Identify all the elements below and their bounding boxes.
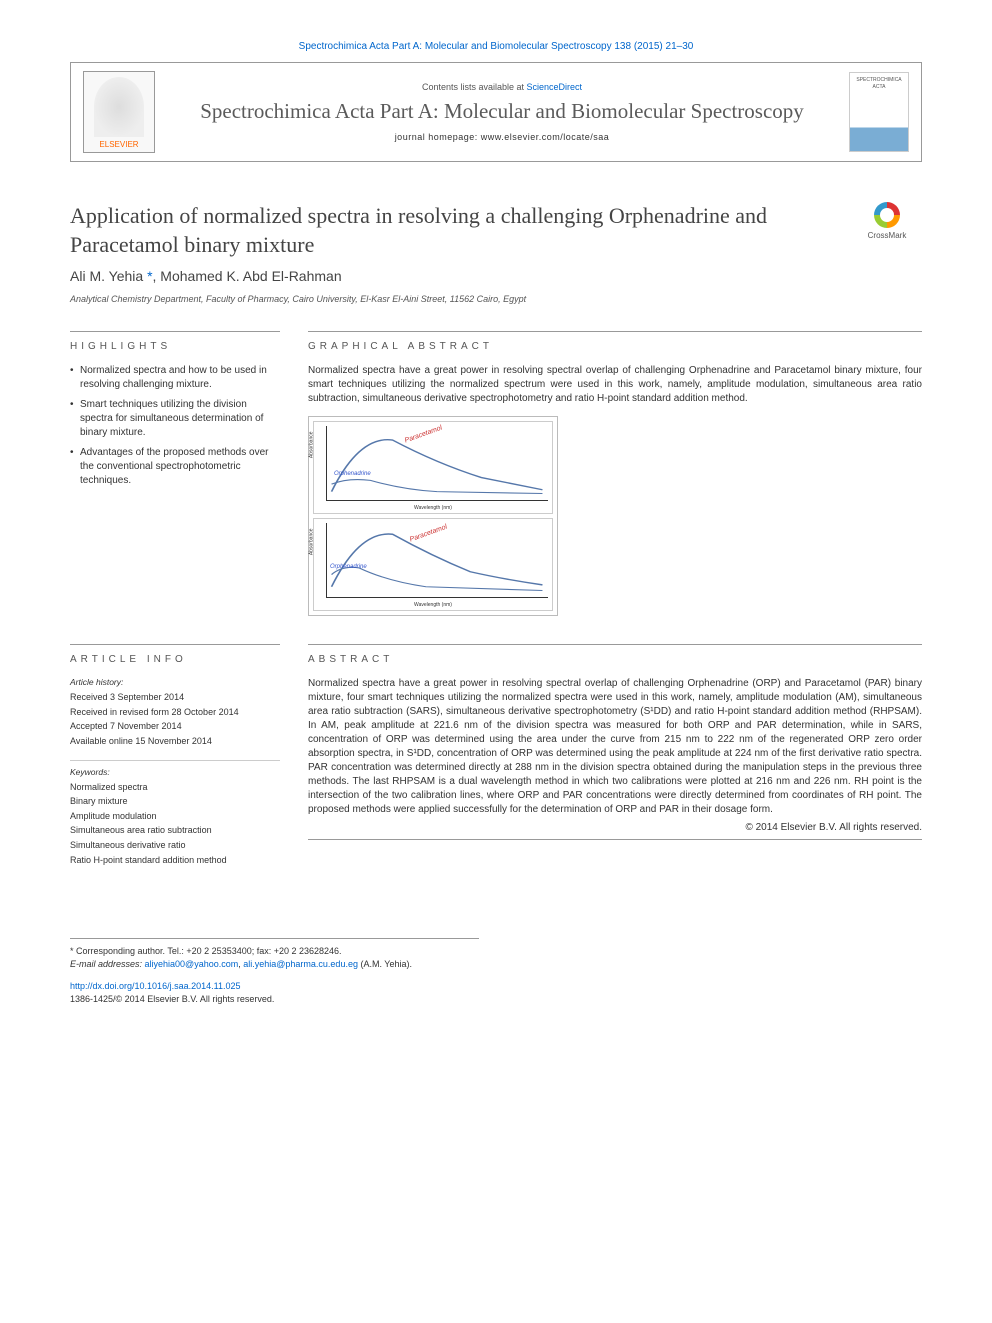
chart-2: Absorbance Wavelength (nm) Paracetamol O…: [313, 518, 553, 611]
highlight-item: Normalized spectra and how to be used in…: [70, 364, 280, 392]
history-head: Article history:: [70, 677, 280, 689]
email-link-1[interactable]: aliyehia00@yahoo.com: [145, 959, 239, 969]
header-center: Contents lists available at ScienceDirec…: [155, 81, 849, 143]
homepage-pre: journal homepage:: [395, 132, 481, 142]
chart-2-orp-label: Orphenadrine: [330, 563, 367, 571]
footnotes: * Corresponding author. Tel.: +20 2 2535…: [70, 938, 479, 970]
chart-2-ylabel: Absorbance: [309, 528, 316, 555]
homepage-url: www.elsevier.com/locate/saa: [481, 132, 610, 142]
crossmark-label: CrossMark: [868, 231, 907, 240]
article-title: Application of normalized spectra in res…: [70, 202, 832, 259]
highlights-heading: HIGHLIGHTS: [70, 331, 280, 354]
graphical-abstract-text: Normalized spectra have a great power in…: [308, 364, 922, 406]
doi-link[interactable]: http://dx.doi.org/10.1016/j.saa.2014.11.…: [70, 981, 240, 991]
elsevier-text: ELSEVIER: [99, 139, 138, 150]
chart-1-xlabel: Wavelength (nm): [414, 505, 452, 512]
keywords-head: Keywords:: [70, 767, 280, 779]
issn-line: 1386-1425/© 2014 Elsevier B.V. All right…: [70, 993, 922, 1006]
chart-1-orp-label: Orphenadrine: [334, 470, 371, 478]
keyword: Ratio H-point standard addition method: [70, 854, 280, 867]
keyword: Normalized spectra: [70, 781, 280, 794]
chart-1: Absorbance Wavelength (nm) Paracetamol O…: [313, 421, 553, 514]
doi-block: http://dx.doi.org/10.1016/j.saa.2014.11.…: [70, 980, 922, 1005]
abstract-bottom-rule: [308, 839, 922, 840]
crossmark-badge[interactable]: CrossMark: [852, 202, 922, 241]
journal-title: Spectrochimica Acta Part A: Molecular an…: [165, 99, 839, 124]
email-line: E-mail addresses: aliyehia00@yahoo.com, …: [70, 958, 479, 971]
email-link-2[interactable]: ali.yehia@pharma.cu.edu.eg: [243, 959, 358, 969]
keyword: Simultaneous area ratio subtraction: [70, 824, 280, 837]
graphical-abstract-figure: Absorbance Wavelength (nm) Paracetamol O…: [308, 416, 558, 616]
abstract-copyright: © 2014 Elsevier B.V. All rights reserved…: [308, 821, 922, 835]
graphical-abstract-heading: GRAPHICAL ABSTRACT: [308, 331, 922, 354]
history-line: Received in revised form 28 October 2014: [70, 706, 280, 719]
affiliation: Analytical Chemistry Department, Faculty…: [70, 293, 922, 306]
highlight-item: Smart techniques utilizing the division …: [70, 398, 280, 440]
corr-author-note: * Corresponding author. Tel.: +20 2 2535…: [70, 945, 479, 958]
email-pre: E-mail addresses:: [70, 959, 145, 969]
journal-reference: Spectrochimica Acta Part A: Molecular an…: [70, 40, 922, 54]
contents-pre: Contents lists available at: [422, 82, 527, 92]
keyword: Amplitude modulation: [70, 810, 280, 823]
history-line: Available online 15 November 2014: [70, 735, 280, 748]
elsevier-logo: ELSEVIER: [83, 71, 155, 153]
highlights-list: Normalized spectra and how to be used in…: [70, 364, 280, 488]
contents-line: Contents lists available at ScienceDirec…: [165, 81, 839, 94]
abstract-text: Normalized spectra have a great power in…: [308, 677, 922, 817]
sciencedirect-link[interactable]: ScienceDirect: [527, 82, 583, 92]
keywords-block: Keywords: Normalized spectra Binary mixt…: [70, 760, 280, 866]
authors: Ali M. Yehia *, Mohamed K. Abd El-Rahman: [70, 267, 922, 287]
author-1: Ali M. Yehia: [70, 268, 147, 284]
chart-1-ylabel: Absorbance: [309, 431, 316, 458]
abstract-heading: ABSTRACT: [308, 644, 922, 667]
history-line: Accepted 7 November 2014: [70, 720, 280, 733]
journal-homepage: journal homepage: www.elsevier.com/locat…: [165, 131, 839, 144]
article-info-heading: ARTICLE INFO: [70, 644, 280, 667]
journal-header: ELSEVIER Contents lists available at Sci…: [70, 62, 922, 162]
email-post: (A.M. Yehia).: [358, 959, 412, 969]
chart-2-xlabel: Wavelength (nm): [414, 602, 452, 609]
elsevier-tree-icon: [94, 77, 144, 137]
history-line: Received 3 September 2014: [70, 691, 280, 704]
crossmark-icon: [874, 202, 900, 228]
highlight-item: Advantages of the proposed methods over …: [70, 446, 280, 488]
keyword: Simultaneous derivative ratio: [70, 839, 280, 852]
journal-cover-thumb: SPECTROCHIMICA ACTA: [849, 72, 909, 152]
author-2: Mohamed K. Abd El-Rahman: [160, 268, 341, 284]
chart-1-curves: [326, 426, 548, 501]
article-history: Article history: Received 3 September 20…: [70, 677, 280, 747]
keyword: Binary mixture: [70, 795, 280, 808]
